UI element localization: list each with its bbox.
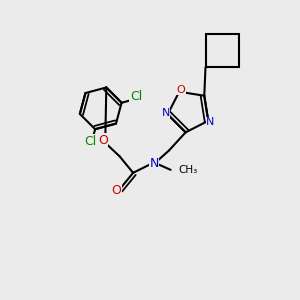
Text: Cl: Cl [130,90,142,103]
Text: N: N [149,157,159,170]
Text: O: O [112,184,122,197]
Text: O: O [98,134,108,147]
Text: N: N [206,117,214,127]
Text: N: N [161,108,170,118]
Text: CH₃: CH₃ [178,165,197,175]
Text: O: O [176,85,185,95]
Text: Cl: Cl [85,135,97,148]
